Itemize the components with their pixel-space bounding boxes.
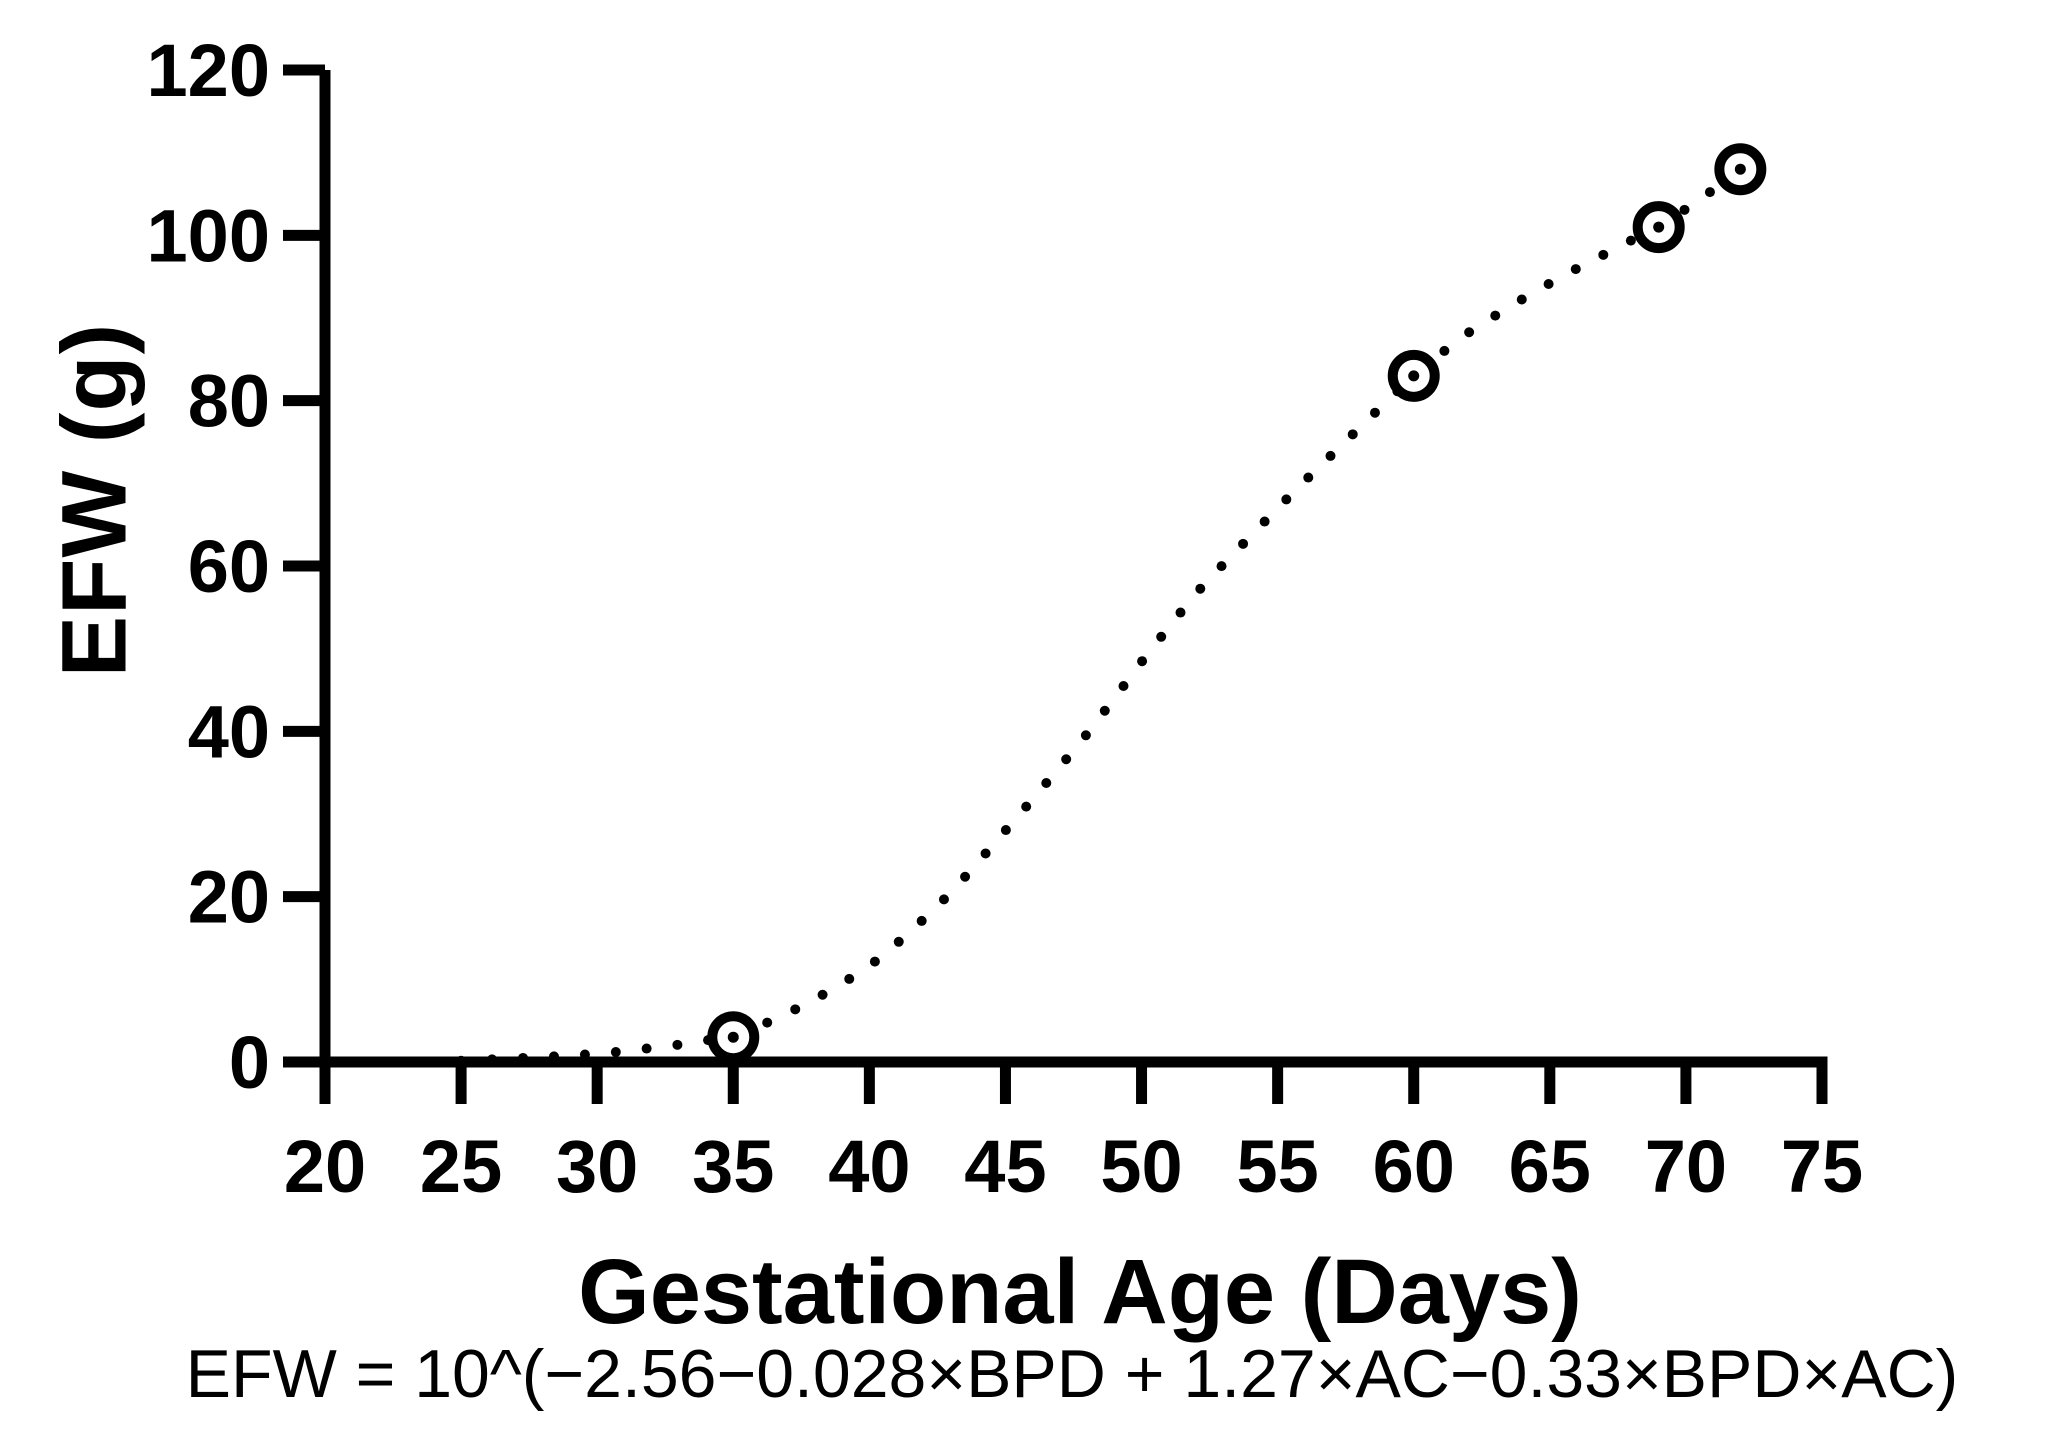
y-tick-label: 20: [188, 856, 270, 939]
curve-dot: [1099, 705, 1110, 716]
marker-center-dot-icon: [727, 1031, 739, 1043]
curve-dot: [1195, 583, 1206, 594]
curve-dot: [938, 894, 949, 905]
y-tick-label: 120: [147, 29, 270, 112]
y-axis-title: EFW (g): [43, 322, 146, 678]
curve-dot: [1118, 681, 1129, 692]
curve-dot: [1000, 825, 1011, 836]
x-tick-label: 35: [692, 1125, 774, 1208]
x-tick-label: 70: [1645, 1125, 1727, 1208]
curve-dot: [1259, 516, 1270, 527]
x-tick-label: 25: [420, 1125, 502, 1208]
data-points: [707, 143, 1767, 1064]
curve-dot: [1598, 249, 1609, 260]
curve-dot: [817, 989, 828, 1000]
curve-dot: [610, 1047, 621, 1058]
curve-dot: [1439, 345, 1450, 356]
curve-dot: [1021, 801, 1032, 812]
curve-dot: [1061, 754, 1072, 765]
curve-dot: [980, 848, 991, 859]
y-tick-label: 40: [188, 690, 270, 773]
marker-center-dot-icon: [1408, 370, 1420, 382]
curve-dot: [1464, 327, 1475, 338]
curve-dot: [641, 1043, 652, 1054]
curve-dot: [1281, 494, 1292, 505]
x-tick-label: 30: [556, 1125, 638, 1208]
data-point-marker: [1714, 143, 1767, 196]
x-ticks: [319, 1062, 1828, 1104]
curve-dot: [1516, 294, 1527, 305]
curve-dot: [960, 871, 971, 882]
curve-dot: [1543, 278, 1554, 289]
curve-dot: [790, 1004, 801, 1015]
formula-caption: EFW = 10^(−2.56−0.028×BPD + 1.27×AC−0.33…: [185, 1336, 1959, 1412]
curve-dot: [916, 915, 927, 926]
curve-dot: [672, 1039, 683, 1050]
curve-dot: [1303, 472, 1314, 483]
y-tick-label: 100: [147, 194, 270, 277]
marker-center-dot-icon: [1734, 163, 1746, 175]
axes: [319, 70, 1828, 1068]
curve-dot: [1238, 538, 1249, 549]
x-tick-label: 20: [284, 1125, 366, 1208]
x-tick-label: 50: [1100, 1125, 1182, 1208]
y-tick-label: 0: [229, 1021, 270, 1104]
x-tick-labels: 20 25 30 35 40 45 50 55 60 65 70 75: [284, 1125, 1863, 1208]
curve-dot: [1679, 204, 1690, 215]
curve-dot: [1175, 607, 1186, 618]
curve-dot: [762, 1017, 773, 1028]
x-tick-label: 55: [1236, 1125, 1318, 1208]
curve-dot: [1570, 264, 1581, 275]
x-tick-label: 75: [1781, 1125, 1863, 1208]
curve-dot: [1041, 778, 1052, 789]
curve-dot: [1704, 187, 1715, 198]
curve-dot: [893, 936, 904, 947]
x-axis-title: Gestational Age (Days): [578, 1241, 1582, 1343]
fit-curve-dots: [456, 168, 1740, 1066]
curve-dot: [1625, 235, 1636, 246]
curve-dot: [1490, 310, 1501, 321]
curve-dot: [1137, 656, 1148, 667]
curve-dot: [1080, 730, 1091, 741]
curve-dot: [1347, 429, 1358, 440]
curve-dot: [1325, 450, 1336, 461]
y-ticks: [283, 64, 325, 1068]
data-point-marker: [1632, 201, 1685, 254]
data-point-marker: [1387, 349, 1440, 402]
x-tick-label: 65: [1509, 1125, 1591, 1208]
data-point-marker: [707, 1011, 760, 1064]
y-tick-label: 60: [188, 525, 270, 608]
curve-dot: [844, 973, 855, 984]
x-tick-label: 60: [1373, 1125, 1455, 1208]
curve-dot: [1216, 561, 1227, 572]
curve-dot: [869, 956, 880, 967]
curve-dot: [1369, 407, 1380, 418]
x-tick-label: 45: [964, 1125, 1046, 1208]
marker-center-dot-icon: [1653, 221, 1665, 233]
curve-dot: [1156, 631, 1167, 642]
x-tick-label: 40: [828, 1125, 910, 1208]
y-tick-label: 80: [188, 360, 270, 443]
y-tick-labels: 0 20 40 60 80 100 120: [147, 29, 270, 1104]
